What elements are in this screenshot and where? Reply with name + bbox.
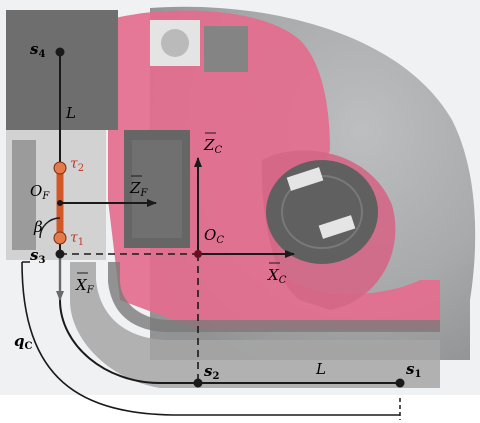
label-tau1: τ1 <box>70 230 84 248</box>
lower-margin <box>0 395 480 423</box>
beta-arc <box>39 217 61 239</box>
label-OF: OF <box>30 182 50 202</box>
label-tau2: τ2 <box>70 156 84 174</box>
label-L-vertical: L <box>65 104 76 122</box>
joint-tau2 <box>53 161 67 175</box>
top-module <box>204 26 248 72</box>
label-ZF: ZF <box>129 179 148 199</box>
label-OC: OC <box>204 226 224 246</box>
curved-track-base <box>70 262 440 388</box>
joint-tau1 <box>53 231 67 245</box>
label-XC: XC <box>267 266 287 286</box>
point-s1 <box>395 378 405 388</box>
label-s3: s3 <box>30 246 45 266</box>
point-OC <box>194 250 202 258</box>
left-rack-slot <box>12 140 36 250</box>
left-rack-top <box>6 10 118 130</box>
label-qC: qC <box>14 332 33 352</box>
label-XF: XF <box>75 276 95 296</box>
photo-wash <box>0 0 480 395</box>
point-s4 <box>55 47 65 57</box>
rotor-bracket-upper <box>286 167 324 191</box>
electronics-panel <box>132 140 182 238</box>
label-s2: s2 <box>204 362 219 382</box>
arc-length-bracket <box>21 261 400 416</box>
track-rail <box>108 262 440 332</box>
label-s1: s1 <box>406 360 421 380</box>
label-s4: s4 <box>30 40 45 60</box>
rotor-disk-ring <box>281 175 363 249</box>
rotor-bracket-lower <box>318 215 356 239</box>
label-beta: β <box>33 218 43 236</box>
point-s3 <box>55 249 65 259</box>
label-ZC: ZC <box>203 136 222 156</box>
fan-blade <box>161 29 189 57</box>
point-OF <box>57 200 63 206</box>
point-s2 <box>193 378 203 388</box>
rail-curve-s3-s2 <box>59 254 198 384</box>
label-L-horizontal: L <box>315 360 326 378</box>
